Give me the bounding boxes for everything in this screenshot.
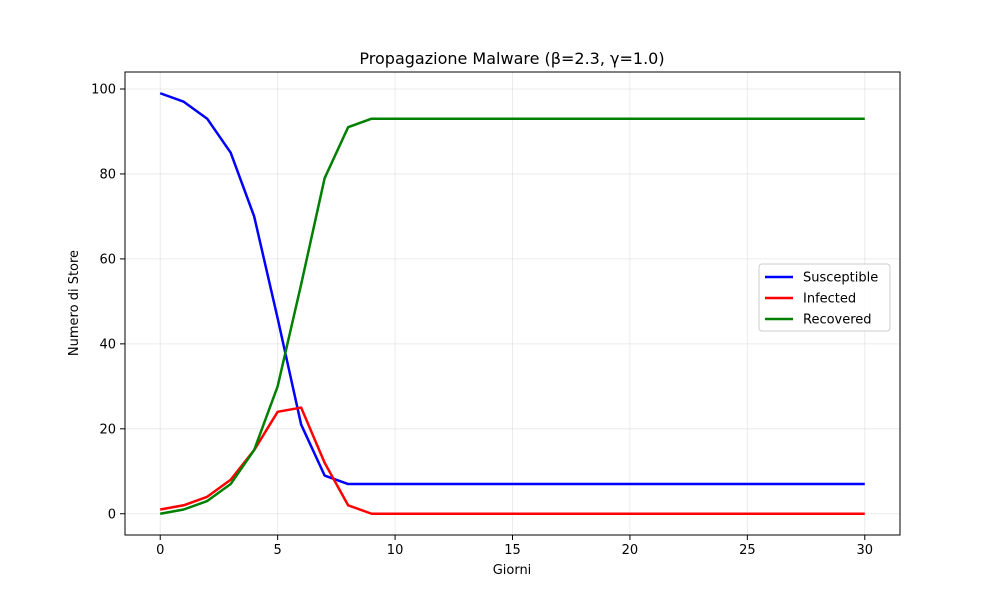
y-tick-label: 100 [91, 82, 116, 97]
axis-ticks: 0 5 10 15 20 25 30 0 20 40 60 80 100 [91, 82, 873, 558]
y-tick-label: 40 [99, 337, 116, 352]
x-tick-label: 10 [387, 543, 404, 558]
legend-label-infected: Infected [803, 292, 856, 307]
series-line-infected [160, 406, 865, 516]
x-tick-label: 25 [739, 543, 756, 558]
x-tick-label: 20 [622, 543, 639, 558]
legend-label-susceptible: Susceptible [803, 271, 878, 286]
y-tick-label: 0 [108, 507, 116, 522]
legend-label-recovered: Recovered [803, 313, 872, 328]
x-tick-label: 15 [504, 543, 521, 558]
x-tick-label: 0 [156, 543, 164, 558]
series-lines [159, 92, 865, 516]
grid [125, 72, 900, 535]
series-line-susceptible [159, 92, 865, 486]
chart-title: Propagazione Malware (β=2.3, γ=1.0) [359, 49, 664, 68]
x-axis-label: Giorni [493, 563, 532, 578]
y-tick-label: 80 [99, 167, 116, 182]
x-tick-label: 5 [274, 543, 282, 558]
y-tick-label: 60 [99, 252, 116, 267]
legend: Susceptible Infected Recovered [758, 263, 891, 332]
legend-box [758, 263, 891, 332]
y-tick-label: 20 [99, 422, 116, 437]
series-line-recovered [160, 117, 865, 515]
x-tick-label: 30 [856, 543, 873, 558]
y-axis-label: Numero di Store [67, 250, 82, 356]
